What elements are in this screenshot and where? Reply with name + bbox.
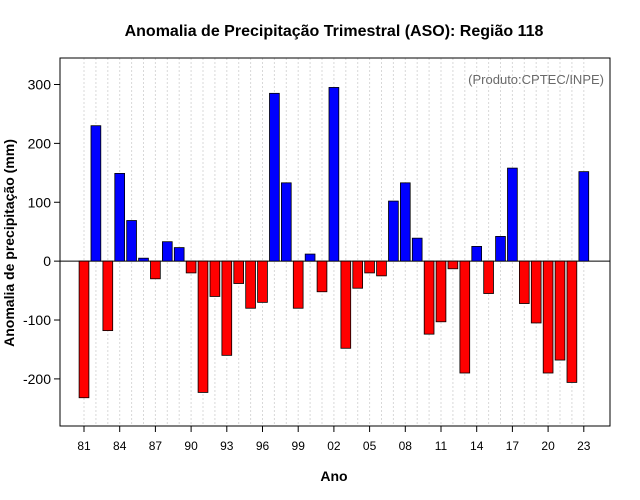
x-tick-label-93: 93	[220, 439, 234, 453]
bar-2004	[352, 260, 363, 289]
x-tick-label-23: 23	[577, 439, 591, 453]
bar-1993	[221, 260, 233, 356]
bar-1997	[269, 92, 280, 262]
y-tick-label-100: 100	[28, 194, 52, 210]
bar-1986	[138, 257, 149, 262]
bar-2000	[304, 253, 316, 262]
bar-2018	[519, 260, 530, 304]
x-tick-label-81: 81	[77, 439, 91, 453]
bar-2021	[554, 260, 566, 361]
bar-1996	[257, 260, 268, 303]
bar-2013	[459, 260, 471, 374]
bar-2006	[376, 260, 387, 277]
bar-2015	[483, 260, 494, 294]
x-tick-label-20: 20	[541, 439, 555, 453]
y-tick-label--200: -200	[23, 371, 51, 387]
x-axis: 81 84 87 90 93 96 99 02 05 08 11 14 17 20 23	[77, 426, 591, 453]
x-tick-label-02: 02	[327, 439, 341, 453]
bar-1990	[185, 260, 197, 274]
bar-2012	[447, 260, 459, 270]
x-tick-label-08: 08	[399, 439, 413, 453]
bar-2023	[578, 171, 590, 262]
y-axis-label: Anomalia de precipitação (mm)	[1, 139, 17, 347]
bar-1984	[114, 172, 126, 262]
x-tick-label-87: 87	[149, 439, 163, 453]
x-tick-label-84: 84	[113, 439, 127, 453]
bar-1989	[173, 247, 185, 262]
x-tick-label-99: 99	[292, 439, 306, 453]
bar-1999	[292, 260, 304, 309]
x-axis-label: Ano	[320, 468, 347, 484]
bar-1987	[150, 260, 161, 280]
bar-1991	[197, 260, 209, 393]
bar-2009	[411, 237, 423, 262]
bar-1982	[90, 125, 102, 262]
credit-annotation: (Produto:CPTEC/INPE)	[468, 72, 604, 87]
y-tick-label--100: -100	[23, 312, 51, 328]
x-tick-label-17: 17	[506, 439, 520, 453]
bar-2007	[388, 200, 399, 262]
x-tick-label-05: 05	[363, 439, 377, 453]
y-tick-label-0: 0	[43, 253, 51, 269]
x-tick-label-11: 11	[435, 439, 448, 453]
chart-title: Anomalia de Precipitação Trimestral (ASO…	[125, 23, 544, 40]
bar-2011	[435, 260, 447, 323]
y-tick-label-200: 200	[28, 135, 52, 151]
bar-1992	[209, 260, 221, 297]
bar-2008	[399, 182, 411, 262]
bar-2017	[507, 167, 518, 262]
bar-1985	[126, 220, 137, 262]
bar-2019	[530, 260, 542, 324]
bar-2003	[340, 260, 352, 349]
bar-1988	[161, 241, 173, 262]
bar-1994	[233, 260, 245, 284]
bar-1998	[280, 182, 292, 262]
bars-group	[78, 87, 590, 399]
bar-2016	[495, 236, 506, 262]
plot-frame	[59, 57, 611, 427]
x-tick-label-96: 96	[256, 439, 270, 453]
y-axis: -200 -100 0 100 200 300	[23, 76, 60, 387]
bar-2002	[328, 87, 340, 262]
bar-1995	[245, 260, 256, 309]
bar-2022	[566, 260, 578, 383]
bar-2001	[316, 260, 328, 293]
bar-1983	[102, 260, 114, 332]
bar-2010	[423, 260, 435, 335]
bar-2005	[364, 260, 375, 274]
bar-1981	[78, 260, 90, 399]
y-tick-label-300: 300	[28, 76, 52, 92]
x-tick-label-14: 14	[470, 439, 484, 453]
bar-2014	[471, 246, 482, 262]
bar-2020	[542, 260, 554, 374]
x-tick-label-90: 90	[184, 439, 198, 453]
